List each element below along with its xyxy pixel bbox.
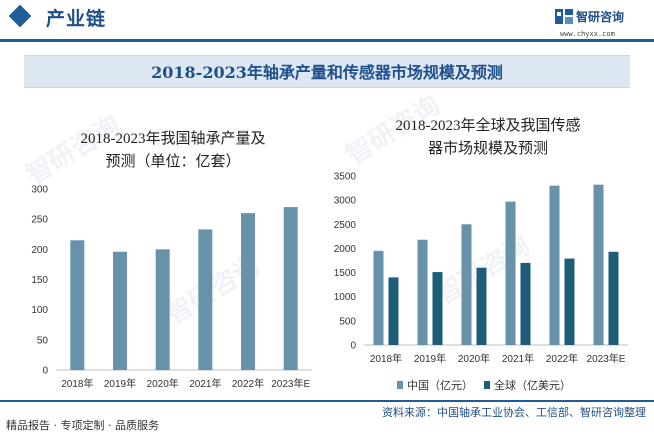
y-tick-label: 50	[37, 335, 49, 346]
x-tick-label: 2018年	[61, 377, 93, 390]
legend-swatch	[484, 381, 490, 389]
y-tick-label: 200	[31, 245, 48, 256]
left-chart-title-line: 预测（单位：亿套）	[105, 154, 241, 170]
x-tick-label: 2023年E	[271, 377, 310, 390]
x-tick-label: 2022年	[232, 377, 264, 390]
legend-label: 中国（亿元）	[407, 379, 473, 392]
bar	[70, 240, 85, 370]
bar	[476, 267, 487, 345]
y-tick-label: 3000	[334, 196, 357, 207]
brand: 智研咨询 www.chyxx.com	[554, 6, 644, 38]
x-tick-label: 2022年	[546, 352, 578, 365]
y-tick-label: 1000	[334, 292, 357, 303]
page-header: 产业链 智研咨询 www.chyxx.com	[0, 0, 654, 44]
y-tick-label: 500	[339, 316, 356, 327]
title-banner: 2018-2023年轴承产量和传感器市场规模及预测	[24, 55, 630, 88]
bar	[593, 184, 604, 345]
bar	[417, 239, 428, 345]
brand-logo-icon	[555, 9, 573, 24]
right-chart-title: 2018-2023年全球及我国传感 器市场规模及预测	[360, 115, 616, 161]
right-chart-title-line: 2018-2023年全球及我国传感	[395, 118, 581, 134]
bar	[505, 201, 516, 345]
y-tick-label: 0	[42, 366, 48, 377]
x-tick-label: 2021年	[502, 352, 534, 365]
section-title: 产业链	[46, 8, 107, 30]
legend-label: 全球（亿美元）	[494, 378, 571, 392]
y-tick-label: 1500	[334, 268, 357, 279]
y-tick-label: 2500	[334, 220, 357, 231]
y-tick-label: 0	[350, 341, 356, 352]
bar	[432, 272, 443, 345]
bar	[549, 185, 560, 345]
y-tick-label: 250	[31, 215, 48, 226]
x-tick-label: 2020年	[147, 377, 179, 390]
y-tick-label: 300	[31, 185, 48, 196]
y-tick-label: 100	[31, 305, 48, 316]
footer-tagline: 精品报告 · 专项定制 · 品质服务	[6, 419, 159, 432]
x-tick-label: 2019年	[414, 352, 446, 365]
footer-divider	[0, 400, 654, 402]
header-divider	[0, 39, 654, 42]
bar	[373, 250, 384, 345]
x-tick-label: 2018年	[370, 352, 402, 365]
bar	[155, 249, 170, 370]
source-note: 资料来源：中国轴承工业协会、工信部、智研咨询整理	[382, 406, 646, 419]
bar	[388, 277, 399, 345]
brand-url: www.chyxx.com	[560, 30, 615, 38]
x-tick-label: 2023年E	[587, 352, 626, 365]
right-chart-title-line: 器市场规模及预测	[427, 141, 548, 157]
x-tick-label: 2019年	[104, 377, 136, 390]
bar	[198, 229, 213, 370]
x-tick-label: 2020年	[458, 352, 490, 365]
y-tick-label: 150	[31, 275, 48, 286]
bar	[113, 251, 127, 370]
banner-title: 2018-2023年轴承产量和传感器市场规模及预测	[151, 63, 503, 82]
bar	[283, 207, 298, 370]
left-chart-title: 2018-2023年我国轴承产量及 预测（单位：亿套）	[48, 128, 298, 174]
bar	[241, 213, 255, 370]
left-chart-title-line: 2018-2023年我国轴承产量及	[80, 131, 266, 147]
y-tick-label: 2000	[334, 244, 357, 255]
page-footer: 精品报告 · 专项定制 · 品质服务 资料来源：中国轴承工业协会、工信部、智研咨…	[0, 400, 654, 434]
bar	[520, 262, 531, 345]
bar	[564, 258, 575, 345]
bar	[461, 224, 472, 345]
brand-name: 智研咨询	[576, 10, 625, 24]
x-tick-label: 2021年	[189, 377, 221, 390]
legend-swatch	[397, 381, 403, 389]
bar	[608, 251, 619, 345]
y-tick-label: 3500	[334, 172, 357, 183]
